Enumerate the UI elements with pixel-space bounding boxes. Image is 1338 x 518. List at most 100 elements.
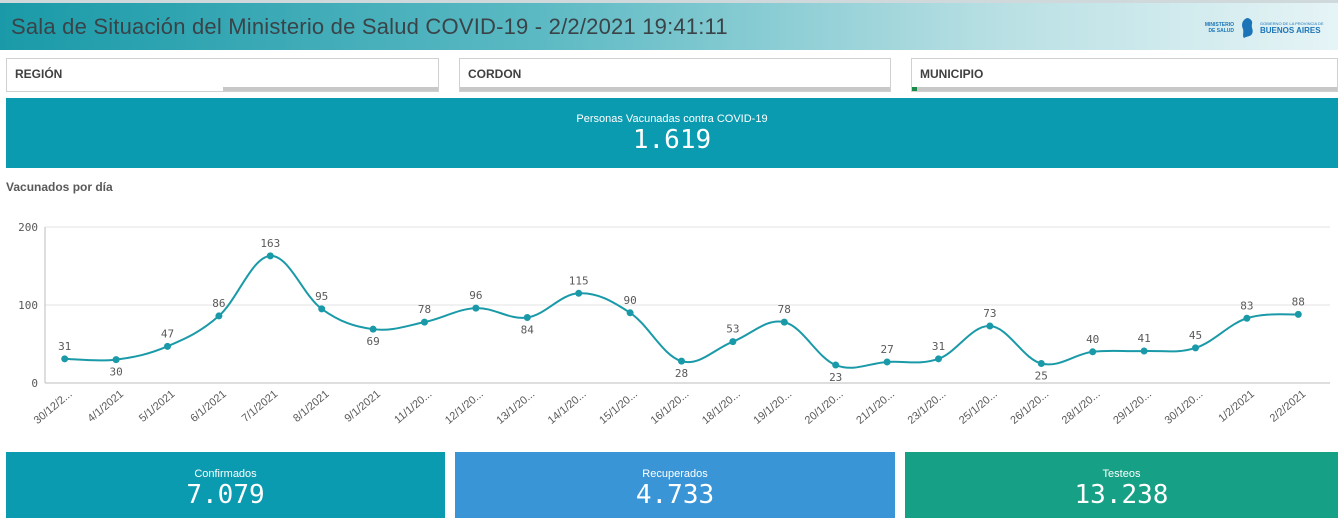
data-point [986,322,994,330]
x-tick-label: 14/1/20... [546,388,589,427]
data-point [1140,347,1148,355]
vaccinated-per-day-chart[interactable]: 0 100 200 30/12/2... 4/1/2021 5/1/2021 6/1/20… [0,200,1338,445]
data-point [1037,360,1045,367]
data-point [164,342,171,350]
kpi-confirmados[interactable]: Confirmados 7.079 [6,452,445,518]
data-label: 78 [778,303,791,316]
filter-region-label: REGIÓN [15,67,63,81]
data-label: 95 [315,290,328,303]
x-tick-label: 30/1/20... [1163,388,1206,427]
data-point [729,338,737,346]
filter-municipio[interactable]: MUNICIPIO [911,58,1338,92]
x-tick-label: 1/2/2021 [1216,388,1257,425]
data-label: 45 [1189,329,1202,342]
y-tick-label: 100 [18,299,38,312]
data-point [266,252,274,260]
data-label: 115 [569,274,589,287]
data-point [369,325,377,333]
filter-municipio-label: MUNICIPIO [920,67,984,81]
data-point [1192,344,1199,352]
x-tick-label: 15/1/20... [597,388,640,427]
data-label: 41 [1137,332,1150,345]
y-tick-label: 200 [18,221,38,234]
logo-gob-big-text: BUENOS AIRES [1260,26,1321,35]
data-point [318,305,326,313]
kpi-recuperados-title: Recuperados [642,468,708,480]
data-label: 40 [1086,333,1099,346]
x-tick-label: 18/1/20... [700,388,743,427]
kpi-vaccinated-title: Personas Vacunadas contra COVID-19 [576,113,768,125]
kpi-testeos[interactable]: Testeos 13.238 [905,452,1338,518]
data-label: 31 [932,340,945,353]
data-point [1243,314,1251,322]
data-point [780,318,788,326]
data-label: 73 [983,307,996,320]
x-tick-label: 11/1/20... [392,388,434,426]
data-label: 84 [521,323,535,336]
data-point [678,357,685,365]
data-point [523,313,531,321]
kpi-vaccinated[interactable]: Personas Vacunadas contra COVID-19 1.619 [6,98,1338,168]
logo-gobierno: GOBIERNO DE LA PROVINCIA DE BUENOS AIRES [1260,21,1324,35]
data-label: 78 [418,303,431,316]
x-tick-label: 16/1/20... [649,388,692,427]
x-tick-label: 26/1/20... [1008,388,1051,427]
x-tick-label: 12/1/20... [443,388,486,427]
chart-title: Vacunados por día [6,180,113,194]
series-line [64,254,1299,369]
data-label: 53 [726,323,739,336]
filter-cordon-bar [460,87,890,91]
header-bar: Sala de Situación del Ministerio de Salu… [0,0,1338,50]
filter-region[interactable]: REGIÓN [6,58,439,92]
data-label: 27 [880,343,893,356]
province-emblem-icon [1242,18,1253,38]
data-point [935,355,942,363]
data-label: 28 [675,367,688,380]
data-point [1294,310,1302,318]
x-tick-label: 20/1/20... [803,388,846,427]
chart-y-axis: 0 100 200 [18,221,1330,390]
data-point [883,358,891,366]
data-label: 47 [161,327,174,340]
kpi-vaccinated-value: 1.619 [632,125,712,155]
filter-cordon-label: CORDON [468,67,522,81]
data-label: 69 [366,335,379,348]
data-point [421,318,428,326]
x-tick-label: 6/1/2021 [188,388,229,425]
data-point [832,361,840,369]
data-point [472,304,480,312]
kpi-recuperados[interactable]: Recuperados 4.733 [455,452,895,518]
data-label: 31 [58,340,71,353]
filter-region-selection [7,87,223,91]
data-label: 23 [829,371,842,384]
data-point [112,356,120,364]
data-label: 25 [1035,370,1048,383]
kpi-confirmados-value: 7.079 [186,480,265,510]
chart-grid [45,226,1330,384]
data-label: 83 [1240,299,1253,312]
filter-municipio-bar [912,87,1337,91]
data-label: 30 [109,366,122,379]
x-tick-label: 9/1/2021 [343,388,384,425]
logo-ministerio-text: MINISTERIO DE SALUD [1204,22,1234,34]
x-tick-label: 13/1/20... [494,388,537,427]
data-point [626,309,634,317]
kpi-testeos-value: 13.238 [1074,480,1169,510]
data-point [61,355,69,363]
ministry-logo: MINISTERIO DE SALUD GOBIERNO DE LA PROVI… [1198,13,1326,43]
data-label: 88 [1292,295,1305,308]
x-tick-label: 29/1/20... [1111,388,1154,427]
x-tick-label: 21/1/20... [854,388,897,427]
filter-municipio-indicator [912,87,917,91]
chart-data-labels: 31 30 47 86 163 95 69 78 96 84 115 90 28 53 78 23 27 31 73… [58,237,1305,384]
data-label: 163 [260,237,280,250]
kpi-recuperados-value: 4.733 [635,480,715,510]
x-tick-label: 5/1/2021 [137,388,178,425]
filter-cordon[interactable]: CORDON [459,58,891,92]
x-tick-label: 8/1/2021 [291,388,332,425]
x-tick-label: 2/2/2021 [1268,388,1309,425]
logo-gob-small-text: GOBIERNO DE LA PROVINCIA DE [1260,21,1324,26]
data-point [215,312,223,320]
data-label: 96 [469,289,482,302]
x-tick-label: 7/1/2021 [240,388,281,425]
